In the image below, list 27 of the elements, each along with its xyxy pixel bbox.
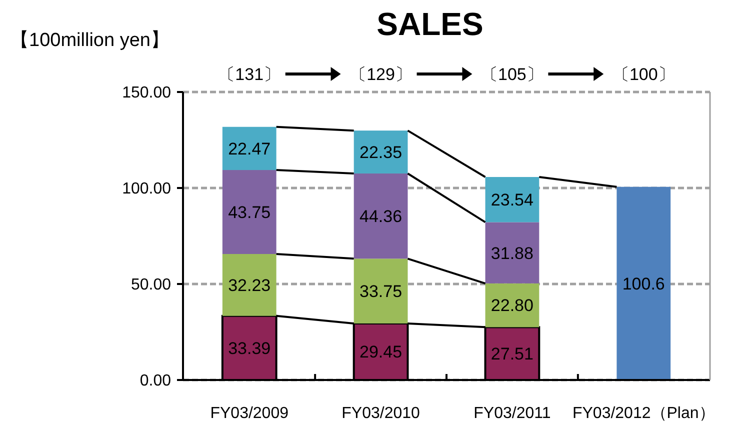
data-label: 27.51 [490,344,534,364]
y-axis-title: 【100million yen】 [10,30,170,51]
text: 〔129〕 [350,65,412,84]
y-tick-label: 50.00 [130,276,172,294]
data-label: 22.47 [228,139,271,158]
text: 〔105〕 [481,65,544,84]
x-tick-label: FY03/2010 [342,405,420,422]
x-tick-label: FY03/2012（Plan） [572,405,715,422]
data-label: 29.45 [360,342,402,362]
data-label: 22.80 [490,296,534,316]
x-tick-label: FY03/2009 [210,405,289,422]
data-label: 100.6 [622,274,665,294]
y-tick-label: 150.00 [122,84,172,102]
data-label: 44.36 [360,207,402,226]
data-label: 43.75 [228,202,271,222]
x-tick-label: FY03/2011 [474,405,551,422]
y-tick-label: 0.00 [140,372,172,390]
text: 〔131〕 [218,65,281,84]
data-label: 23.54 [490,190,534,210]
y-tick-label: 100.00 [122,180,172,198]
text: 〔100〕 [612,65,675,84]
chart-title: SALES [376,6,484,42]
data-label: 33.75 [360,282,402,302]
data-label: 32.23 [228,276,271,295]
data-label: 31.88 [490,244,534,263]
data-label: 33.39 [228,338,271,358]
data-label: 22.35 [360,142,402,162]
